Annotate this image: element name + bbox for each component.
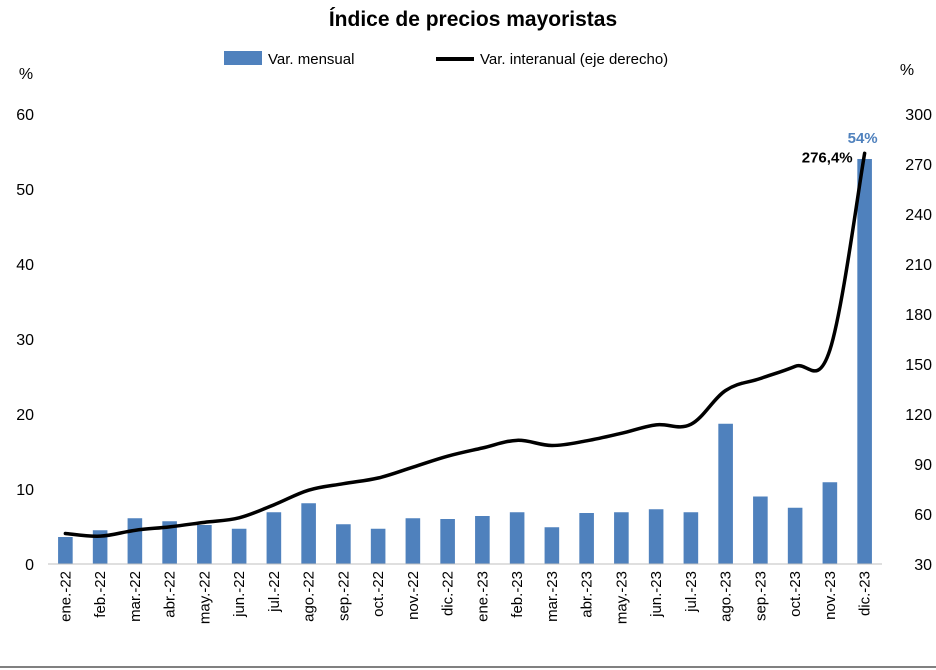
bar (370, 528, 386, 564)
left-tick-label: 20 (16, 407, 34, 424)
bar (162, 521, 177, 564)
chart-title: Índice de precios mayoristas (329, 8, 617, 31)
left-tick-label: 50 (16, 182, 34, 199)
x-tick-label: ene.-22 (57, 571, 74, 622)
x-tick-label: nov.-23 (822, 571, 839, 620)
left-tick-label: 60 (16, 107, 34, 124)
right-tick-label: 60 (914, 507, 932, 524)
right-tick-label: 240 (905, 207, 932, 224)
x-tick-label: abr.-23 (579, 571, 596, 618)
bar (405, 518, 421, 564)
x-tick-label: jul.-23 (683, 571, 700, 613)
right-tick-label: 30 (914, 557, 932, 574)
bar (58, 537, 73, 564)
bar (822, 482, 838, 564)
bar (475, 516, 490, 564)
right-tick-label: 120 (905, 407, 932, 424)
legend-label-bar: Var. mensual (268, 51, 354, 68)
bar (336, 524, 351, 564)
bar (857, 159, 872, 564)
right-tick-label: 90 (914, 457, 932, 474)
bar (197, 525, 212, 564)
x-tick-label: dic.-22 (440, 571, 457, 616)
bar (127, 518, 143, 564)
bar (92, 530, 108, 564)
x-tick-label: ene.-23 (474, 571, 491, 622)
bar (753, 496, 768, 564)
bar (579, 513, 594, 564)
x-tick-label: feb.-22 (92, 571, 109, 618)
annotation-bar-last: 54% (848, 130, 878, 147)
x-tick-label: abr.-22 (162, 571, 179, 618)
right-tick-label: 210 (905, 257, 932, 274)
left-axis-unit: % (19, 66, 33, 83)
x-tick-label: dic.-23 (857, 571, 874, 616)
right-axis-ticks: 30 60 90 120 150 180 210 240 270 300 (905, 107, 932, 574)
bars (58, 159, 872, 564)
left-tick-label: 30 (16, 332, 34, 349)
x-tick-label: sep.-23 (752, 571, 769, 621)
legend-swatch-bar (224, 51, 262, 65)
left-tick-label: 10 (16, 482, 34, 499)
bar (266, 512, 282, 564)
right-tick-label: 180 (905, 307, 932, 324)
right-tick-label: 150 (905, 357, 932, 374)
x-tick-label: nov.-22 (405, 571, 422, 620)
x-tick-label: oct.-23 (787, 571, 804, 617)
x-tick-label: jun.-22 (231, 571, 248, 618)
x-tick-label: mar.-23 (544, 571, 561, 622)
x-tick-label: may.-23 (613, 571, 630, 624)
legend: Var. mensual Var. interanual (eje derech… (224, 51, 668, 68)
bar (648, 509, 664, 564)
series-line-interanual (63, 151, 867, 538)
right-tick-label: 300 (905, 107, 932, 124)
x-tick-label: mar.-22 (127, 571, 144, 622)
left-tick-label: 40 (16, 257, 34, 274)
x-tick-label: sep.-22 (335, 571, 352, 621)
annotation-line-last: 276,4% (802, 149, 853, 166)
x-tick-label: ago.-23 (718, 571, 735, 622)
bar (544, 527, 560, 564)
x-tick-label: jun.-23 (648, 571, 665, 618)
left-axis-ticks: 0 10 20 30 40 50 60 (16, 107, 34, 574)
x-tick-label: ago.-22 (301, 571, 318, 622)
bar (787, 507, 803, 564)
bar (718, 423, 733, 564)
bar (509, 512, 525, 564)
bar (301, 503, 316, 564)
right-tick-label: 270 (905, 157, 932, 174)
x-axis-ticks: ene.-22 feb.-22 mar.-22 abr.-22 may.-22 jun.-… (57, 571, 873, 624)
x-tick-label: jul.-22 (266, 571, 283, 613)
right-axis-unit: % (900, 62, 914, 79)
bar (231, 528, 247, 564)
bar (614, 512, 629, 564)
legend-label-line: Var. interanual (eje derecho) (480, 51, 668, 68)
x-tick-label: oct.-22 (370, 571, 387, 617)
bar (683, 512, 699, 564)
left-tick-label: 0 (25, 557, 34, 574)
bar (440, 519, 455, 564)
x-tick-label: may.-22 (196, 571, 213, 624)
x-tick-label: feb.-23 (509, 571, 526, 618)
